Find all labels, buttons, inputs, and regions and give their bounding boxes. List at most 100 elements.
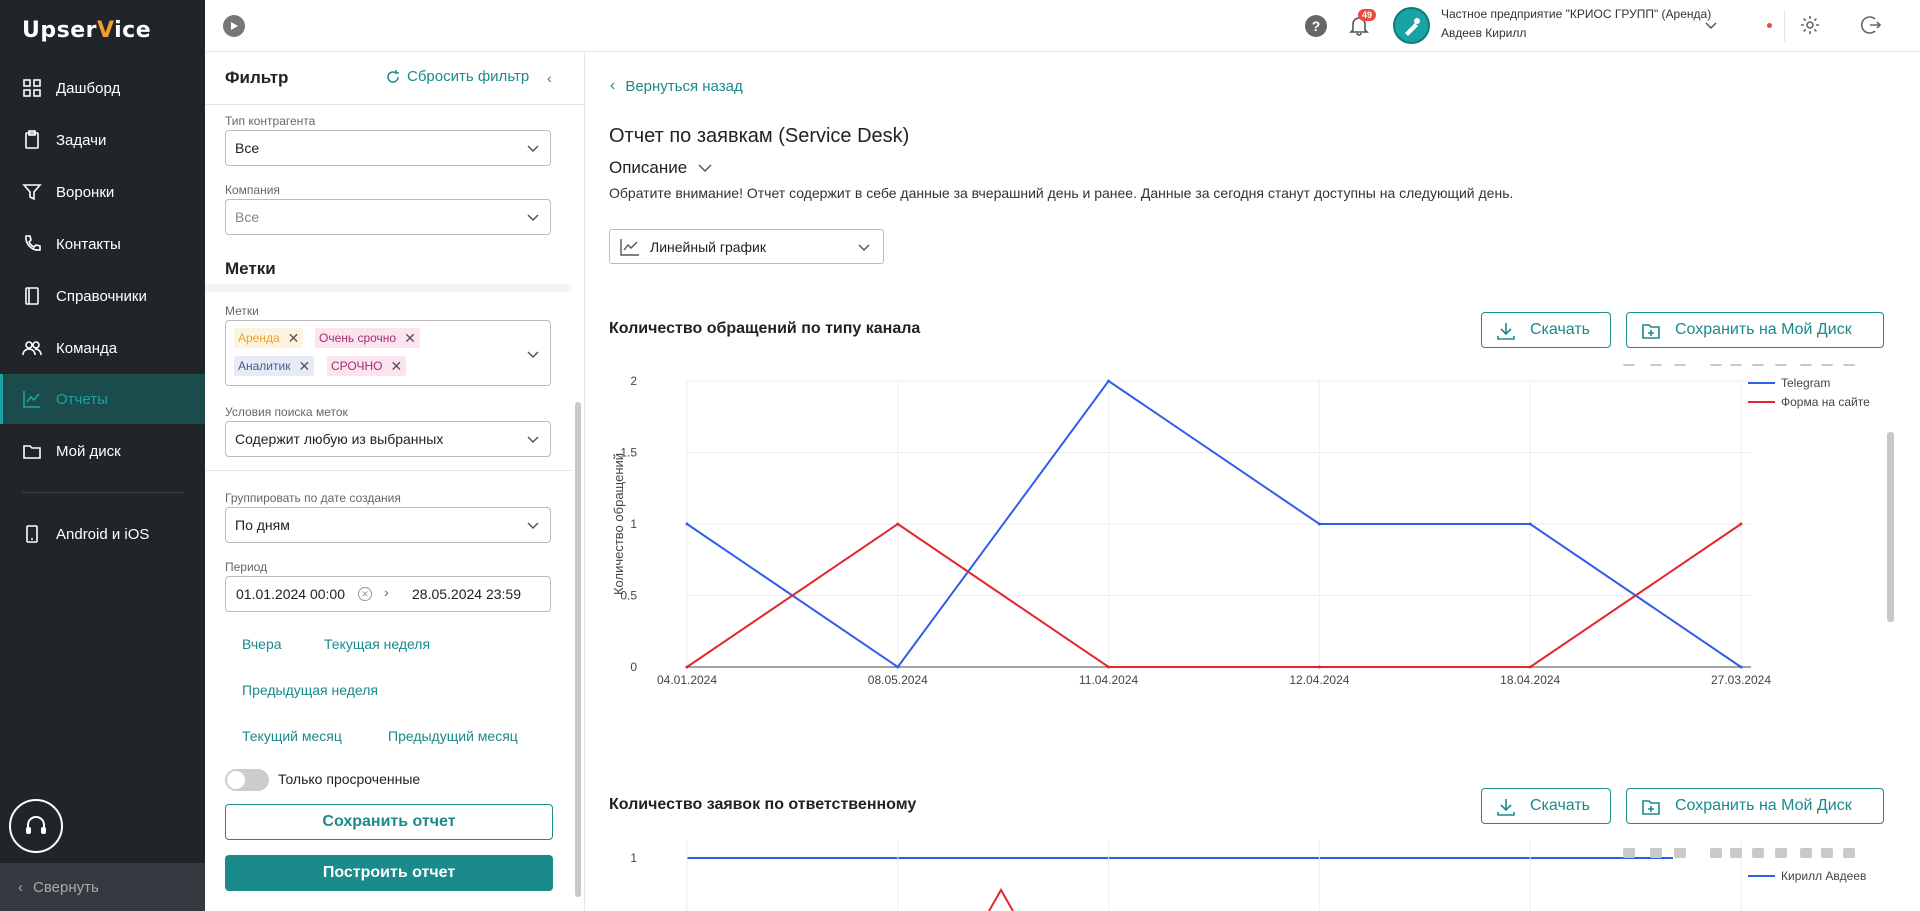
- chart-type-select[interactable]: Линейный график: [609, 229, 884, 264]
- chevron-down-icon[interactable]: [1703, 17, 1719, 33]
- headset-icon: [26, 816, 46, 834]
- home-icon[interactable]: [1775, 848, 1787, 858]
- data-point: [896, 665, 900, 669]
- zoom-out-icon[interactable]: [1730, 356, 1742, 366]
- pan-icon[interactable]: [1674, 356, 1686, 366]
- chart-type-value: Линейный график: [650, 238, 766, 255]
- gear-icon[interactable]: [1799, 14, 1821, 36]
- quick-yesterday-link[interactable]: Вчера: [242, 636, 282, 652]
- zoom-in-icon[interactable]: [1710, 848, 1722, 858]
- zoom-icon-shape: [1650, 848, 1662, 858]
- tag-chip: Аналитик ✕: [234, 356, 315, 376]
- pan-icon[interactable]: [1674, 848, 1686, 858]
- tag-chip: СРОЧНО ✕: [327, 356, 407, 376]
- zoom-out-icon[interactable]: [1730, 848, 1742, 858]
- camera-icon[interactable]: [1623, 848, 1635, 858]
- org-name[interactable]: Частное предприятие "КРИОС ГРУПП" (Аренд…: [1441, 7, 1712, 21]
- home-icon-shape: [1775, 356, 1787, 366]
- download-button[interactable]: Скачать: [1481, 788, 1611, 824]
- help-icon[interactable]: ?: [1305, 15, 1327, 37]
- spike-icon[interactable]: [1800, 848, 1812, 858]
- line-chart-svg: 1 Кирилл Авдеев: [630, 840, 1866, 911]
- tag-chip: Аренда ✕: [234, 328, 304, 348]
- build-report-button[interactable]: Построить отчет: [225, 855, 553, 891]
- logout-icon[interactable]: [1860, 14, 1882, 36]
- sidebar-item-reports[interactable]: Отчеты: [0, 374, 205, 424]
- line-chart-icon: [620, 239, 639, 256]
- folder-plus-icon: [1642, 800, 1660, 815]
- close-icon[interactable]: ✕: [390, 357, 403, 374]
- hover-closest-icon[interactable]: [1821, 848, 1833, 858]
- period-range-picker[interactable]: 01.01.2024 00:00 ✕ › 28.05.2024 23:59: [225, 576, 551, 612]
- zoom-in-icon-shape: [1710, 356, 1722, 366]
- sidebar-item-tasks[interactable]: Задачи: [0, 115, 205, 165]
- company-select[interactable]: Все: [225, 199, 551, 235]
- quick-this-week-link[interactable]: Текущая неделя: [324, 636, 431, 652]
- data-point: [1528, 665, 1532, 669]
- sidebar-collapse-button[interactable]: ‹ Свернуть: [0, 863, 205, 911]
- hover-compare-icon[interactable]: [1843, 848, 1855, 858]
- sidebar-item-dashboard[interactable]: Дашборд: [0, 63, 205, 113]
- tags-select[interactable]: Аренда ✕ Очень срочно ✕ Аналитик ✕ СРОЧНО ✕: [225, 320, 551, 386]
- overdue-only-toggle[interactable]: [225, 769, 269, 791]
- quick-prev-week-link[interactable]: Предыдущая неделя: [242, 682, 378, 698]
- data-point: [1739, 665, 1743, 669]
- save-to-disk-button[interactable]: Сохранить на Мой Диск: [1626, 312, 1884, 348]
- zoom-icon-shape: [1650, 356, 1662, 366]
- period-from[interactable]: 01.01.2024 00:00: [236, 586, 345, 602]
- sidebar-item-contacts[interactable]: Контакты: [0, 219, 205, 269]
- y-tick-label: 1.5: [620, 446, 637, 460]
- contragent-type-label: Тип контрагента: [225, 114, 316, 128]
- sidebar-item-references[interactable]: Справочники: [0, 271, 205, 321]
- save-to-disk-label: Сохранить на Мой Диск: [1675, 797, 1852, 814]
- spike-icon[interactable]: [1800, 356, 1812, 366]
- support-button[interactable]: [9, 799, 63, 853]
- group-select[interactable]: По дням: [225, 507, 551, 543]
- reset-filter-button[interactable]: Сбросить фильтр: [385, 68, 529, 85]
- save-to-disk-button[interactable]: Сохранить на Мой Диск: [1626, 788, 1884, 824]
- autoscale-icon[interactable]: [1752, 848, 1764, 858]
- main-scrollbar[interactable]: [1887, 432, 1894, 622]
- tag-label: Аналитик: [238, 359, 291, 373]
- sidebar-item-mobile[interactable]: Android и iOS: [0, 509, 205, 559]
- tag-search-value: Содержит любую из выбранных: [235, 431, 444, 447]
- zoom-icon[interactable]: [1650, 848, 1662, 858]
- app-logo[interactable]: UpserVice: [22, 18, 152, 43]
- close-icon[interactable]: ✕: [287, 329, 300, 346]
- period-to[interactable]: 28.05.2024 23:59: [412, 586, 521, 602]
- camera-icon[interactable]: [1623, 356, 1635, 366]
- tag-search-select[interactable]: Содержит любую из выбранных: [225, 421, 551, 457]
- quick-prev-month-link[interactable]: Предыдущий месяц: [388, 728, 518, 744]
- filter-scrollbar[interactable]: [575, 402, 581, 897]
- hover-compare-icon[interactable]: [1843, 356, 1855, 366]
- sidebar-item-my-disk[interactable]: Мой диск: [0, 426, 205, 476]
- download-button[interactable]: Скачать: [1481, 312, 1611, 348]
- hover-closest-icon[interactable]: [1821, 356, 1833, 366]
- description-toggle[interactable]: Описание: [609, 158, 713, 178]
- refresh-icon: [387, 69, 399, 83]
- quick-this-month-link[interactable]: Текущий месяц: [242, 728, 342, 744]
- autoscale-icon[interactable]: [1752, 356, 1764, 366]
- close-icon[interactable]: ✕: [404, 329, 416, 346]
- line-chart-svg: 0 0.5 1 1.5 2 04.01.2024 08.05.2024 11.04.2024 1…: [609, 356, 1883, 757]
- contragent-type-select[interactable]: Все: [225, 130, 551, 166]
- avatar-icon: [1404, 17, 1420, 36]
- collapse-filter-icon[interactable]: ‹: [547, 70, 552, 86]
- zoom-in-icon[interactable]: [1710, 356, 1722, 366]
- x-tick-label: 18.04.2024: [1500, 673, 1560, 687]
- play-icon[interactable]: [223, 15, 245, 37]
- close-icon[interactable]: ✕: [298, 357, 311, 374]
- period-label: Период: [225, 560, 268, 574]
- zoom-icon[interactable]: [1650, 356, 1662, 366]
- clear-icon[interactable]: ✕: [358, 587, 372, 601]
- data-point: [1317, 665, 1321, 669]
- save-report-button[interactable]: Сохранить отчет: [225, 804, 553, 840]
- home-icon[interactable]: [1775, 356, 1787, 366]
- sidebar-item-team[interactable]: Команда: [0, 323, 205, 373]
- autoscale-icon-shape: [1752, 848, 1764, 858]
- sidebar-item-label: Команда: [56, 339, 118, 357]
- avatar[interactable]: [1393, 7, 1430, 44]
- back-link[interactable]: ‹ Вернуться назад: [610, 77, 743, 95]
- user-name[interactable]: Авдеев Кирилл: [1441, 26, 1527, 40]
- sidebar-item-funnels[interactable]: Воронки: [0, 167, 205, 217]
